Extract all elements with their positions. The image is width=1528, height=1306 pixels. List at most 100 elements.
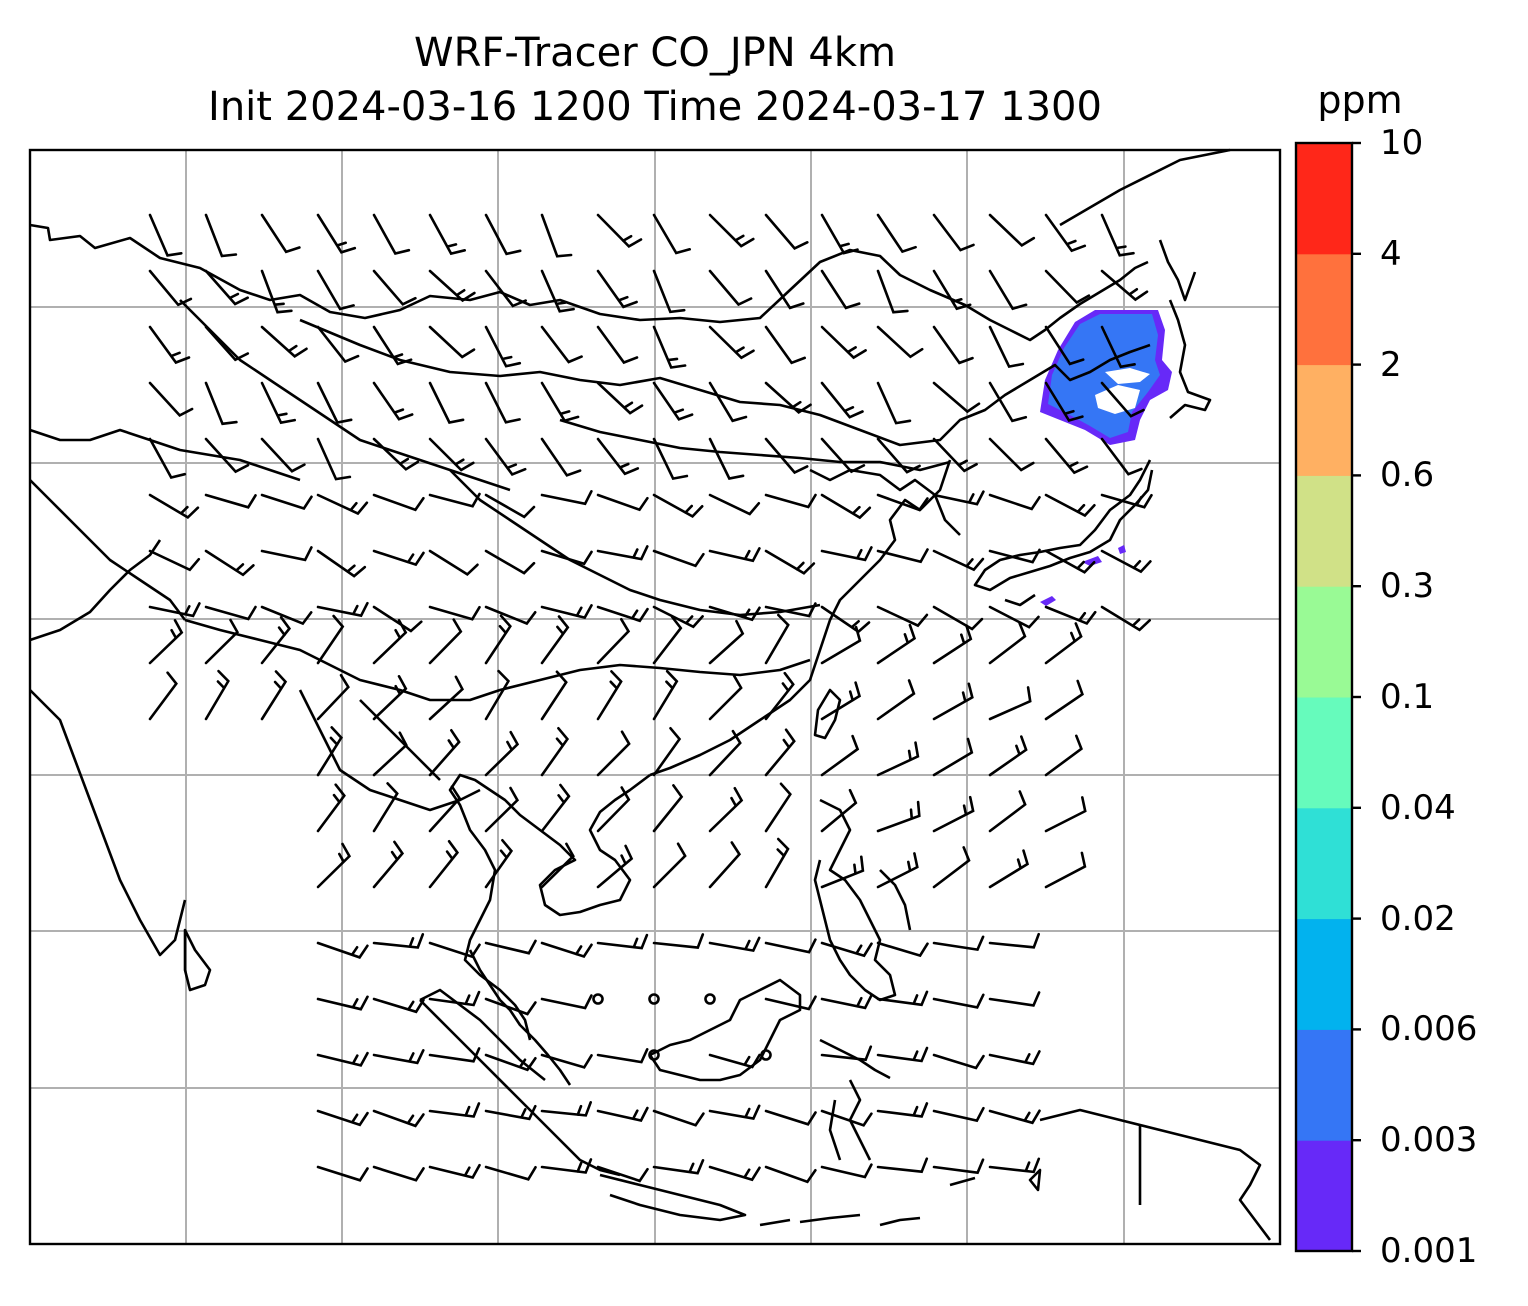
wind-barb: [764, 602, 817, 618]
wind-barb: [1044, 679, 1084, 721]
wind-barb: [820, 381, 864, 419]
wind-barb: [876, 741, 920, 777]
wind-barb: [540, 1158, 593, 1174]
wind-barb: [932, 605, 984, 631]
wind-barb: [932, 1158, 985, 1175]
wind-barb: [148, 381, 194, 418]
wind-barb: [428, 1102, 481, 1118]
wind-barb: [820, 1109, 873, 1127]
coastline-borneo: [648, 978, 802, 1082]
wind-barb: [372, 493, 425, 512]
coastline-lesser-sunda: [759, 1168, 1042, 1227]
wind-barb: [596, 844, 634, 889]
wind-barb: [932, 624, 973, 665]
wind-barb: [204, 381, 238, 426]
wind-barb: [988, 493, 1041, 511]
coastline-sumatra: [419, 988, 621, 1177]
coastline-indochina: [448, 773, 651, 1041]
wind-barb: [876, 1102, 929, 1118]
wind-barb: [428, 618, 463, 665]
wind-barb: [820, 437, 866, 474]
wind-barb: [1044, 549, 1096, 574]
wind-barb: [820, 625, 862, 665]
wind-barb: [428, 990, 481, 1007]
coastline-japan: [973, 459, 1154, 607]
wind-barb: [764, 437, 809, 475]
wind-barb: [204, 669, 230, 721]
wind-barb: [204, 437, 250, 474]
wind-barb: [540, 381, 580, 423]
wind-barb: [876, 800, 921, 833]
wind-barb: [540, 842, 575, 889]
wind-barb: [596, 1106, 649, 1122]
wind-barb: [148, 269, 193, 307]
wind-barb: [596, 545, 649, 561]
wind-barb: [204, 213, 238, 258]
wind-barb: [540, 941, 593, 959]
colorbar-band: [1296, 807, 1352, 920]
coastline-kamchatka-sakhalin: [1158, 239, 1212, 419]
wind-barb: [708, 381, 748, 423]
wind-barb: [372, 605, 423, 633]
map-title: WRF-Tracer CO_JPN 4km: [414, 30, 896, 76]
wind-barb: [876, 941, 929, 958]
wind-barb: [148, 602, 201, 618]
wind-barb: [932, 213, 975, 252]
coastline-russia-north: [29, 223, 1149, 342]
wind-barb: [876, 381, 912, 425]
wind-barb: [652, 933, 705, 949]
calm-wind-circle: [592, 993, 604, 1005]
wind-barb: [260, 670, 288, 721]
wind-barb: [596, 670, 623, 721]
colorbar-tick-label: 0.6: [1380, 455, 1435, 496]
wind-barb: [652, 437, 689, 481]
wind-barb: [988, 686, 1032, 721]
wind-barb: [428, 785, 462, 833]
coastline-taiwan: [813, 688, 842, 740]
wind-barb: [1044, 437, 1089, 475]
wind-barb: [1100, 437, 1143, 476]
wind-barb: [596, 933, 649, 950]
border-central-asia: [29, 428, 301, 621]
wind-barb: [652, 669, 679, 721]
wind-barb: [484, 786, 520, 833]
wind-barb: [148, 213, 183, 257]
wind-barb: [876, 1157, 929, 1174]
wind-barb: [708, 729, 742, 777]
wind-barb: [876, 269, 909, 314]
wind-barb: [820, 1045, 873, 1062]
wind-barb: [652, 1109, 705, 1127]
wind-barb: [428, 675, 465, 721]
wind-barb: [764, 269, 805, 310]
border-china-mongolia: [299, 318, 1151, 447]
wind-barb: [932, 381, 981, 414]
wind-barb: [652, 784, 684, 833]
colorbar-tick-label: 10: [1380, 123, 1424, 163]
wind-barb: [820, 269, 861, 310]
wind-barb: [988, 269, 1028, 311]
wind-barb: [988, 932, 1040, 949]
wind-barb: [428, 269, 476, 303]
wind-barb: [484, 605, 537, 626]
wind-barb: [1100, 381, 1145, 418]
wind-barb: [820, 788, 858, 833]
wind-barb: [316, 381, 353, 424]
wind-barb: [988, 622, 1027, 665]
wind-barb: [428, 941, 481, 959]
wind-barb: [988, 1109, 1041, 1125]
wind-barb: [148, 325, 191, 365]
wind-barb: [932, 846, 971, 889]
wind-barb: [596, 618, 631, 665]
wind-barb: [708, 1053, 761, 1069]
wind-barb: [652, 727, 682, 777]
wind-barb: [652, 1159, 705, 1175]
wind-barb: [540, 325, 583, 364]
colorbar-tick-label: 0.001: [1380, 1231, 1478, 1271]
wind-barb: [316, 673, 350, 721]
wind-barb: [1100, 493, 1153, 509]
wind-barb: [316, 783, 346, 833]
wind-barb: [540, 213, 573, 258]
wind-barb: [372, 1109, 425, 1128]
border-india-china: [184, 618, 811, 702]
wind-barb: [596, 1165, 649, 1183]
